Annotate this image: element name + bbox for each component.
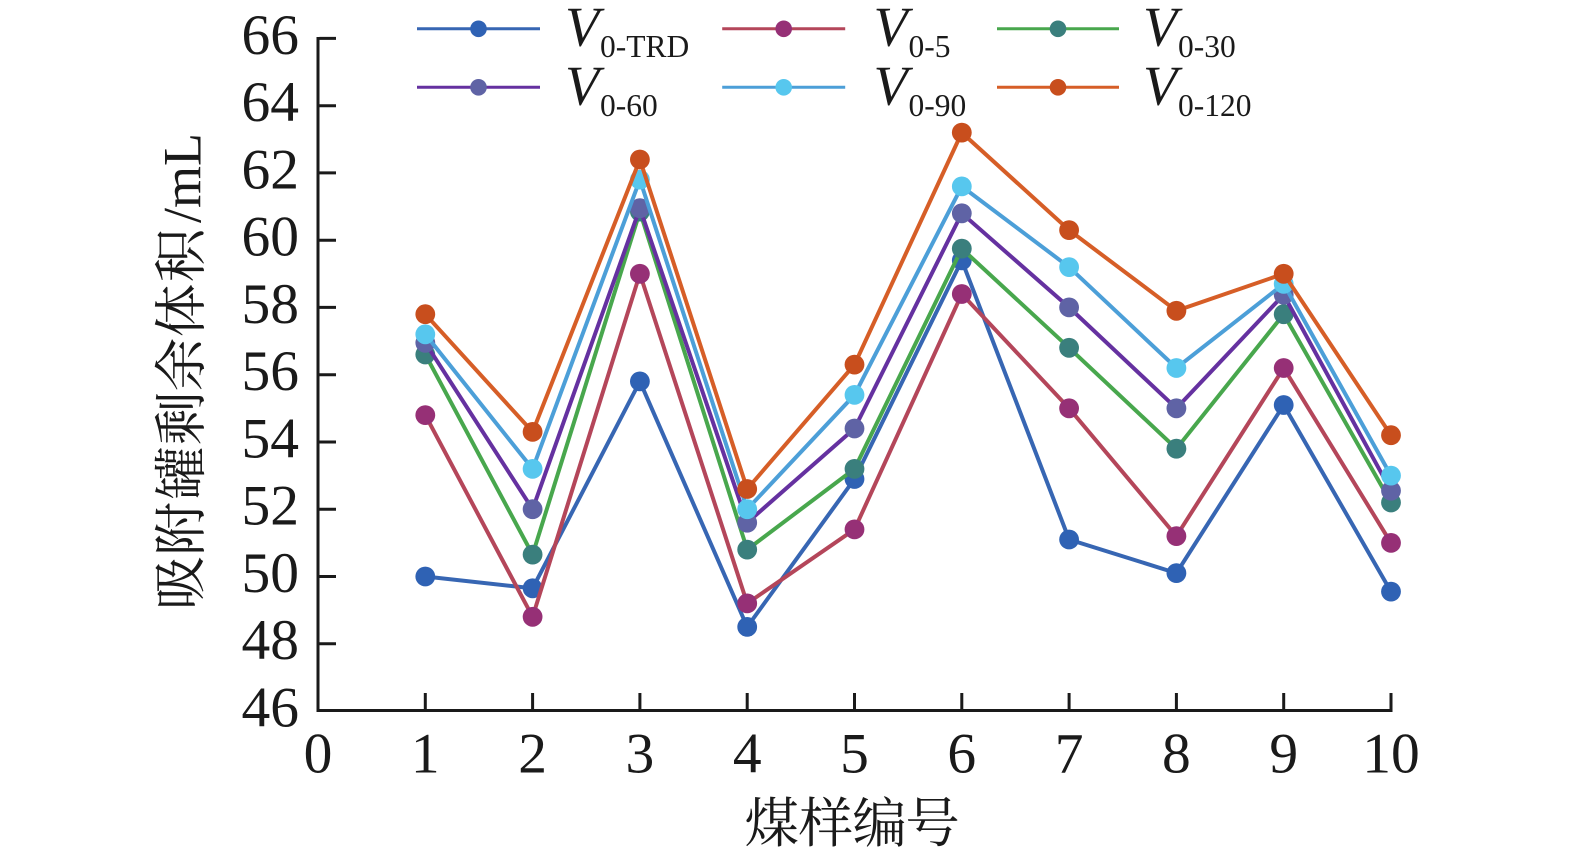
svg-text:9: 9 xyxy=(1269,723,1298,786)
svg-text:48: 48 xyxy=(242,609,300,672)
svg-text:8: 8 xyxy=(1162,723,1191,786)
svg-text:V: V xyxy=(874,0,914,59)
svg-text:0-30: 0-30 xyxy=(1178,29,1236,64)
svg-text:58: 58 xyxy=(242,273,300,336)
svg-text:10: 10 xyxy=(1362,723,1420,786)
svg-text:0-120: 0-120 xyxy=(1178,88,1252,123)
svg-text:V: V xyxy=(565,0,605,59)
svg-text:2: 2 xyxy=(518,723,547,786)
svg-text:46: 46 xyxy=(242,677,300,740)
svg-text:0-60: 0-60 xyxy=(600,88,658,123)
svg-text:54: 54 xyxy=(242,408,300,471)
svg-text:0: 0 xyxy=(304,723,333,786)
svg-text:62: 62 xyxy=(242,138,300,201)
svg-text:4: 4 xyxy=(733,723,762,786)
svg-text:6: 6 xyxy=(947,723,976,786)
svg-text:66: 66 xyxy=(242,4,300,67)
svg-text:V: V xyxy=(565,55,605,117)
svg-text:/mL: /mL xyxy=(153,133,213,223)
svg-text:1: 1 xyxy=(411,723,440,786)
svg-text:52: 52 xyxy=(242,475,300,538)
svg-text:60: 60 xyxy=(242,206,300,269)
svg-text:7: 7 xyxy=(1055,723,1084,786)
svg-text:64: 64 xyxy=(242,71,300,134)
svg-text:5: 5 xyxy=(840,723,869,786)
svg-text:0-5: 0-5 xyxy=(909,29,951,64)
svg-text:0-90: 0-90 xyxy=(909,88,967,123)
svg-text:0-TRD: 0-TRD xyxy=(600,29,689,64)
svg-text:50: 50 xyxy=(242,542,300,605)
svg-text:V: V xyxy=(874,55,914,117)
svg-text:3: 3 xyxy=(626,723,655,786)
svg-text:V: V xyxy=(1143,55,1183,117)
svg-text:56: 56 xyxy=(242,340,300,403)
svg-text:V: V xyxy=(1143,0,1183,59)
